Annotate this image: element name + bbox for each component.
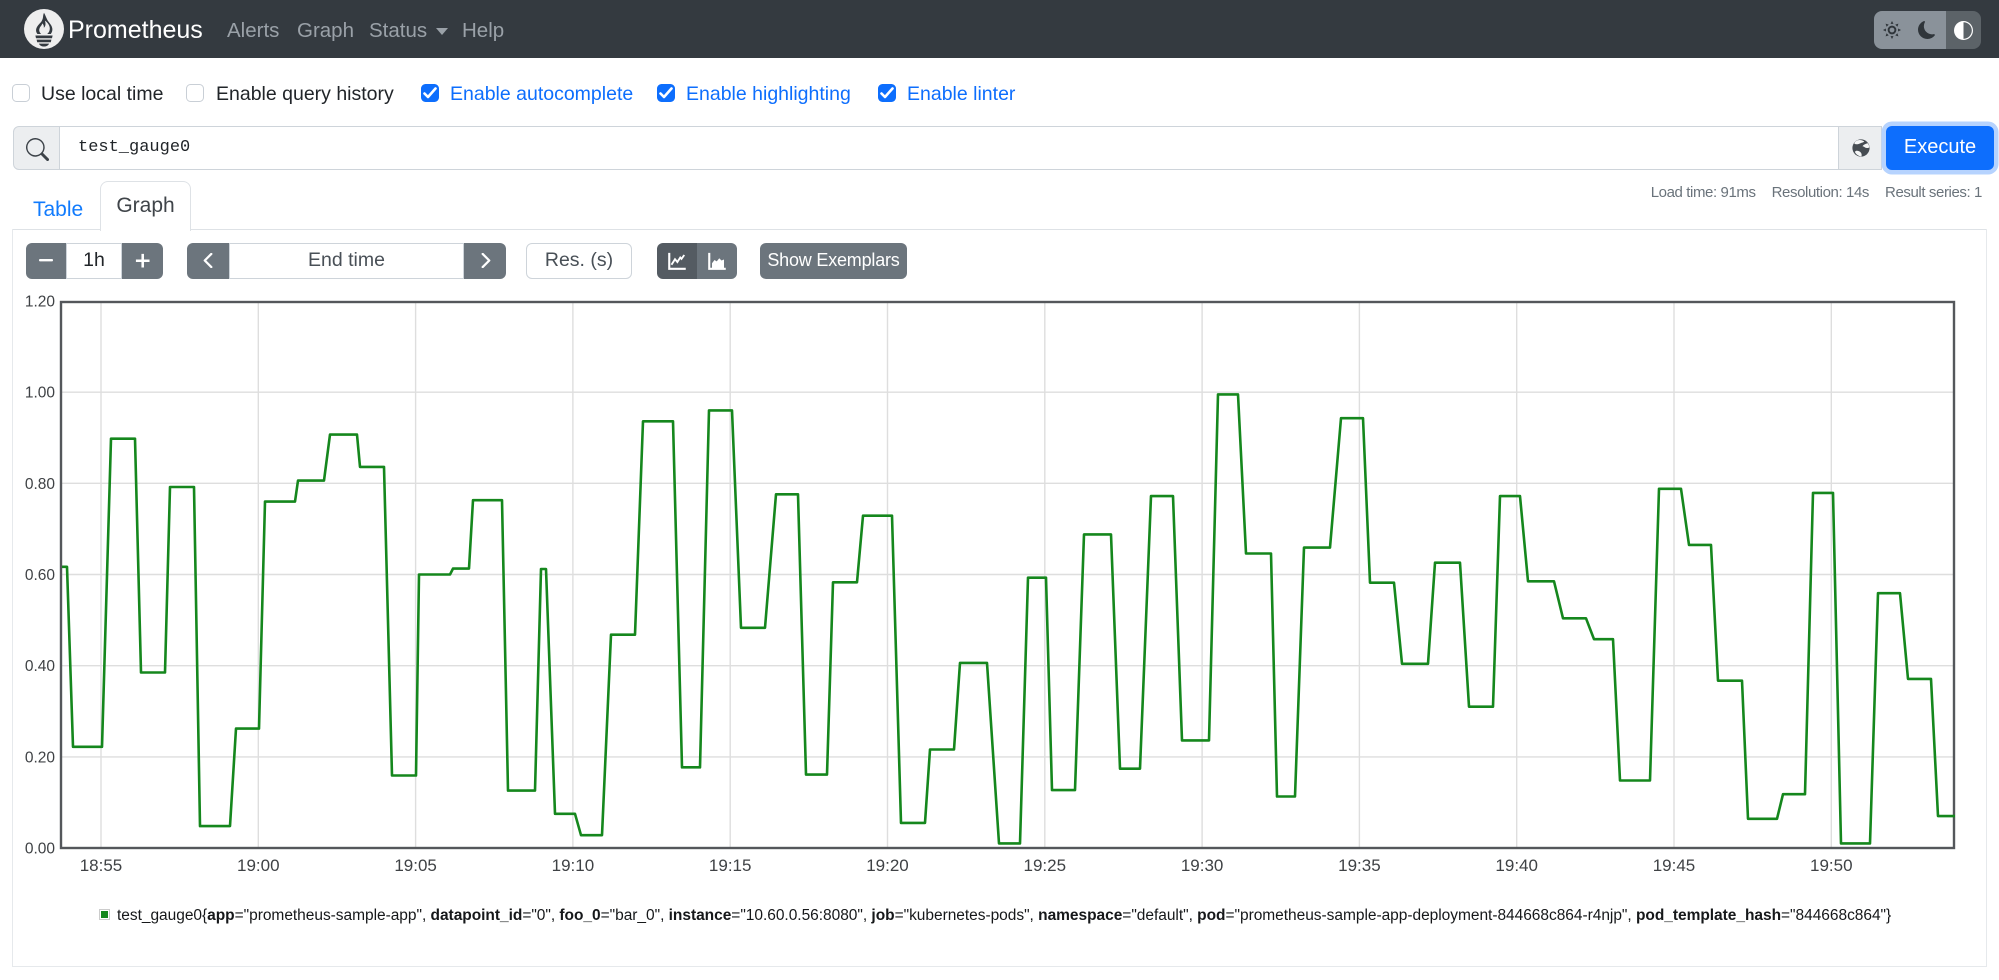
svg-text:0.60: 0.60	[25, 567, 56, 584]
svg-text:19:20: 19:20	[866, 856, 909, 875]
svg-text:19:25: 19:25	[1024, 856, 1067, 875]
svg-text:19:15: 19:15	[709, 856, 752, 875]
svg-text:19:05: 19:05	[394, 856, 437, 875]
svg-text:19:10: 19:10	[552, 856, 595, 875]
svg-text:19:00: 19:00	[237, 856, 280, 875]
svg-text:19:30: 19:30	[1181, 856, 1224, 875]
svg-text:0.40: 0.40	[25, 658, 56, 675]
svg-text:19:35: 19:35	[1338, 856, 1381, 875]
svg-text:19:45: 19:45	[1653, 856, 1696, 875]
svg-text:19:50: 19:50	[1810, 856, 1853, 875]
svg-text:19:40: 19:40	[1495, 856, 1538, 875]
svg-text:0.80: 0.80	[25, 476, 56, 493]
svg-text:0.20: 0.20	[25, 749, 56, 766]
svg-text:18:55: 18:55	[80, 856, 123, 875]
svg-text:0.00: 0.00	[25, 841, 56, 858]
svg-text:1.00: 1.00	[25, 385, 56, 402]
svg-text:1.20: 1.20	[25, 294, 56, 311]
